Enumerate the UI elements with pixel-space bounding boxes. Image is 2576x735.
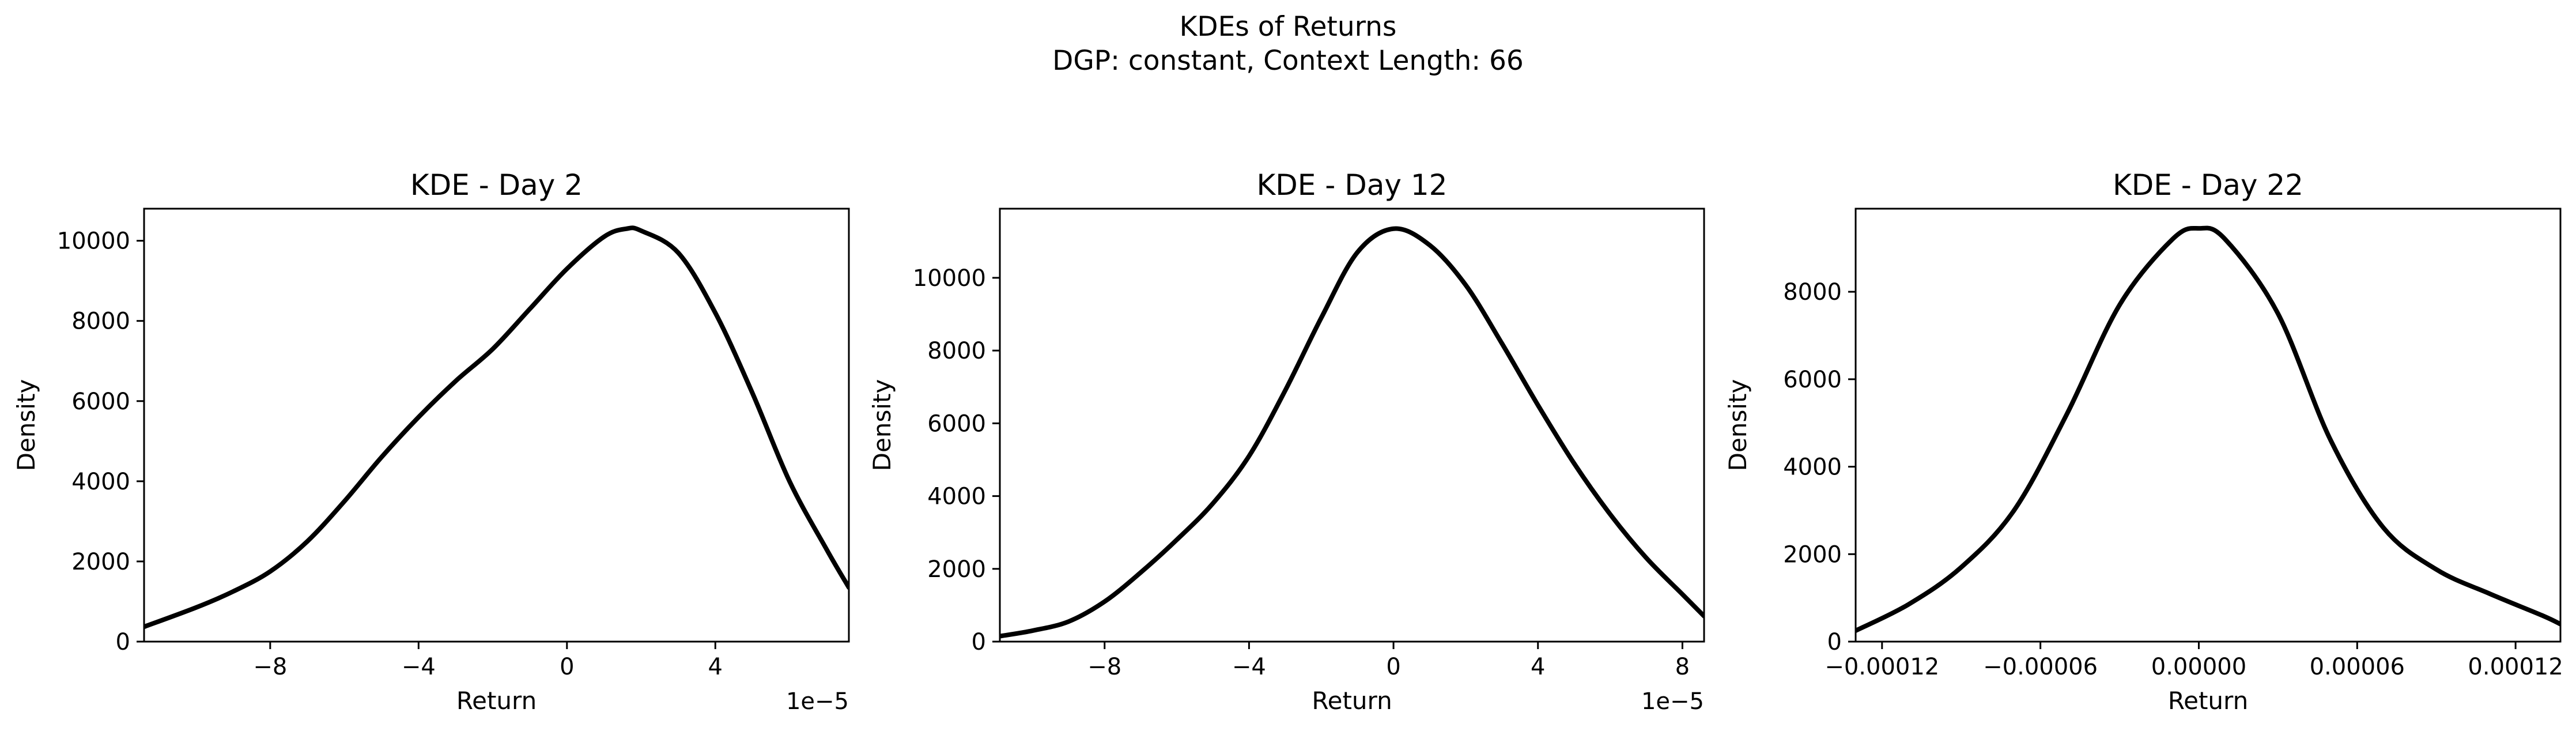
axes-frame — [1854, 208, 2562, 643]
y-tick-label: 0 — [116, 629, 130, 655]
y-axis-label: Density — [868, 379, 896, 472]
chart-title: KDE - Day 2 — [410, 168, 583, 202]
figure-title-line1: KDEs of Returns — [1180, 11, 1397, 43]
y-tick-label: 2000 — [1783, 541, 1842, 568]
x-tick-label: −0.00006 — [1983, 654, 2098, 680]
x-tick-label: 0 — [560, 654, 574, 680]
x-tick-label: −4 — [1232, 654, 1266, 680]
figure-title-line2: DGP: constant, Context Length: 66 — [1052, 45, 1524, 77]
x-tick-label: 0.00000 — [2151, 654, 2246, 680]
x-tick-label: −4 — [402, 654, 436, 680]
x-tick-label: 4 — [1531, 654, 1545, 680]
y-tick-label: 6000 — [1783, 367, 1842, 393]
chart-title: KDE - Day 12 — [1257, 168, 1448, 202]
kde-curve — [1000, 226, 1704, 639]
y-tick-label: 2000 — [71, 549, 130, 575]
x-offset-label: 1e−5 — [786, 688, 849, 715]
x-tick-label: 4 — [708, 654, 723, 680]
kde-curve — [144, 225, 849, 630]
axes-frame — [143, 208, 850, 643]
y-tick-label: 4000 — [927, 484, 986, 510]
x-tick-label: −8 — [1087, 654, 1121, 680]
y-tick-label: 6000 — [71, 389, 130, 415]
x-tick-label: −8 — [253, 654, 287, 680]
y-tick-label: 10000 — [57, 228, 130, 255]
chart-panel-2: −8 −4 0 4 8 0 2000 4000 6000 8000 10000 KDE - Day 1… — [868, 168, 1705, 715]
y-tick-label: 8000 — [1783, 279, 1842, 306]
y-axis-label: Density — [1724, 379, 1752, 472]
x-tick-label: 0.00006 — [2310, 654, 2405, 680]
y-tick-label: 2000 — [927, 556, 986, 583]
chart-panel-3: −0.00012 −0.00006 0.00000 0.00006 0.00012 0 20… — [1724, 168, 2563, 715]
y-tick-label: 8000 — [927, 338, 986, 364]
axes-frame — [999, 208, 1705, 643]
x-axis-label: Return — [2168, 687, 2248, 715]
y-tick-label: 0 — [972, 629, 986, 655]
y-tick-label: 8000 — [71, 308, 130, 335]
y-tick-label: 6000 — [927, 410, 986, 437]
x-tick-label: 0 — [1386, 654, 1400, 680]
x-tick-label: −0.00012 — [1825, 654, 1939, 680]
x-axis-label: Return — [1312, 687, 1392, 715]
y-tick-label: 4000 — [71, 469, 130, 495]
y-tick-label: 10000 — [913, 265, 986, 292]
x-offset-label: 1e−5 — [1641, 688, 1704, 715]
y-axis-label: Density — [12, 379, 40, 472]
kde-curve — [1856, 225, 2560, 634]
chart-title: KDE - Day 22 — [2113, 168, 2303, 202]
x-axis-label: Return — [456, 687, 537, 715]
y-tick-label: 4000 — [1783, 454, 1842, 481]
x-tick-label: 8 — [1675, 654, 1690, 680]
x-tick-label: 0.00012 — [2468, 654, 2563, 680]
chart-panel-1: −8 −4 0 4 0 2000 4000 6000 8000 10000 KDE - Day 2 R… — [12, 168, 850, 715]
y-tick-label: 0 — [1827, 629, 1842, 655]
